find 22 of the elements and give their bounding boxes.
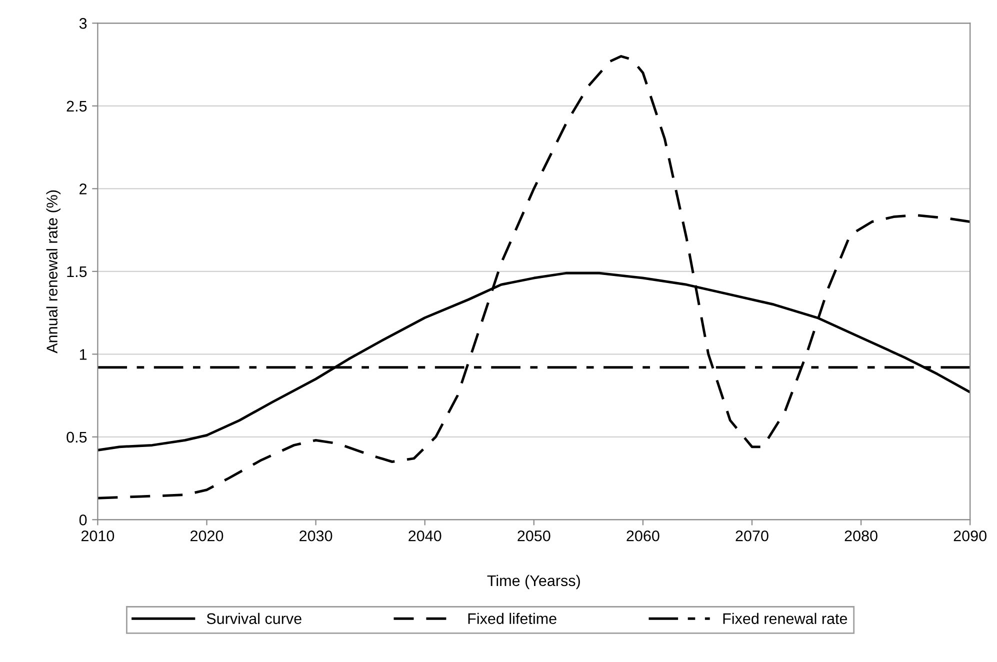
y-tick-label: 2.5 (66, 100, 87, 112)
x-tick-label: 2080 (844, 530, 878, 542)
y-tick-label: 2 (80, 184, 87, 194)
x-tick-label: 2050 (518, 530, 550, 542)
y-axis-title: Annual renewal rate (%) (46, 190, 60, 354)
x-tick-label: 2070 (736, 530, 768, 542)
x-tick-label: 2010 (81, 530, 114, 542)
x-tick-label: 2030 (300, 530, 332, 542)
x-tick-label: 2090 (954, 530, 986, 542)
legend-label: Fixed renewal rate (723, 612, 848, 624)
x-axis-title: Time (Yearss) (487, 574, 580, 590)
x-tick-label: 2020 (190, 530, 224, 542)
x-tick-label: 2060 (626, 530, 660, 542)
y-tick-label: 1 (80, 349, 87, 360)
y-tick-label: 0.5 (66, 432, 87, 443)
x-tick-label: 2040 (408, 530, 442, 542)
legend-label: Fixed lifetime (468, 612, 556, 624)
line-series (98, 55, 970, 500)
y-tick-label: 1.5 (67, 266, 87, 278)
legend-label: Survival curve (206, 612, 302, 624)
y-tick-label: 3 (79, 18, 87, 29)
y-tick-label: 0 (79, 514, 87, 526)
